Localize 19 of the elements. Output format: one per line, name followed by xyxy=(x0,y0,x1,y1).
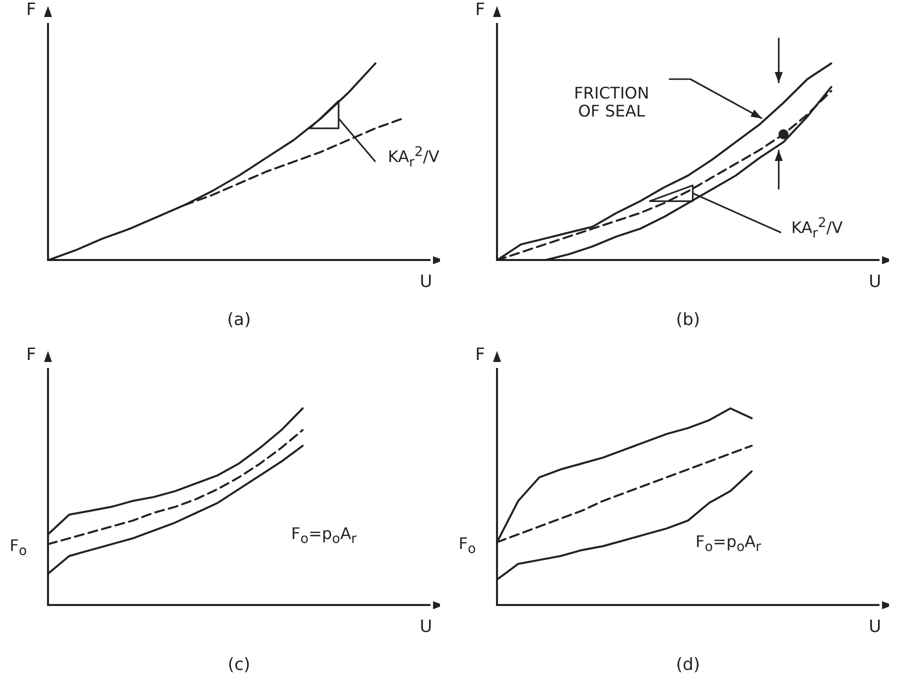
text: (b) xyxy=(676,310,700,330)
y-axis-title: F xyxy=(26,344,36,365)
y-axis-title: F xyxy=(26,0,36,20)
x-axis-title: U xyxy=(868,617,882,638)
x-axis-title: U xyxy=(420,272,432,292)
text: F$_{o}$ xyxy=(458,534,476,558)
text: (a) xyxy=(227,310,251,330)
y-axis-title: F xyxy=(475,344,485,365)
text: F$_{o}$ xyxy=(10,536,27,560)
y-axis-title: F xyxy=(475,0,485,20)
text: (c) xyxy=(228,655,250,676)
x-axis-title: U xyxy=(868,272,882,292)
annotation: F$_{o}$=p$_{o}$A$_{r}$ xyxy=(291,524,357,548)
text: (d) xyxy=(676,655,700,676)
annotation: KA$_{r}$$^{2}$/V xyxy=(388,144,440,170)
annotation: F$_{o}$=p$_{o}$A$_{r}$ xyxy=(696,532,762,556)
annotation: KA$_{r}$$^{2}$/V xyxy=(791,216,843,242)
x-axis-title: U xyxy=(420,617,432,638)
annotation: FRICTION OF SEAL xyxy=(574,83,650,121)
